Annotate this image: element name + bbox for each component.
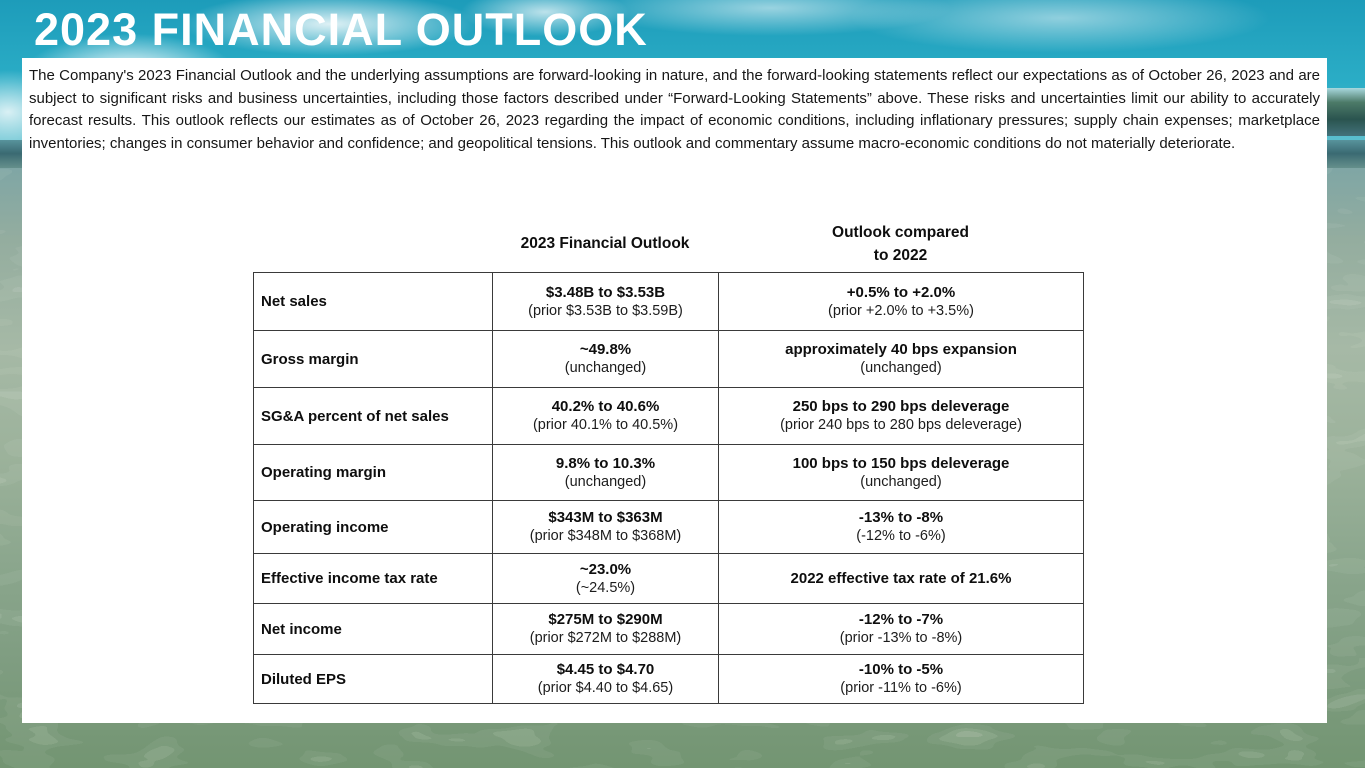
financial-outlook-table: Net sales $3.48B to $3.53B (prior $3.53B… [253, 272, 1084, 704]
outlook-cell: $275M to $290M (prior $272M to $288M) [492, 603, 719, 655]
outlook-value: $343M to $363M [548, 509, 663, 526]
outlook-note: (prior $272M to $288M) [529, 630, 682, 646]
outlook-note: (prior $348M to $368M) [529, 528, 682, 544]
table-row-operating-income: Operating income $343M to $363M (prior $… [253, 500, 1084, 554]
outlook-value: ~49.8% [579, 341, 632, 358]
metric-cell: SG&A percent of net sales [253, 387, 493, 445]
compare-value: 250 bps to 290 bps deleverage [792, 398, 1010, 415]
metric-cell: Net income [253, 603, 493, 655]
compare-cell: -10% to -5% (prior -11% to -6%) [718, 654, 1084, 704]
forward-looking-disclaimer: The Company's 2023 Financial Outlook and… [29, 67, 1320, 152]
compare-note: (unchanged) [860, 360, 942, 376]
compare-cell: -12% to -7% (prior -13% to -8%) [718, 603, 1084, 655]
table-row-effective-tax-rate: Effective income tax rate ~23.0% (~24.5%… [253, 553, 1084, 604]
outlook-value: 9.8% to 10.3% [555, 454, 656, 472]
outlook-cell: $4.45 to $4.70 (prior $4.40 to $4.65) [492, 654, 719, 704]
compare-value: -13% to -8% [858, 509, 944, 526]
compare-cell: approximately 40 bps expansion (unchange… [718, 330, 1084, 388]
compare-note: (-12% to -6%) [856, 528, 946, 544]
compare-note: (prior -13% to -8%) [839, 630, 963, 646]
table-row-net-sales: Net sales $3.48B to $3.53B (prior $3.53B… [253, 272, 1084, 331]
compare-cell: +0.5% to +2.0% (prior +2.0% to +3.5%) [718, 272, 1084, 331]
metric-cell: Gross margin [253, 330, 493, 388]
compare-value: 100 bps to 150 bps deleverage [792, 454, 1010, 472]
compare-note: (unchanged) [860, 473, 942, 490]
outlook-note: (unchanged) [564, 473, 647, 490]
outlook-value: $4.45 to $4.70 [556, 661, 655, 678]
compare-value: -12% to -7% [858, 611, 944, 628]
table-row-net-income: Net income $275M to $290M (prior $272M t… [253, 603, 1084, 655]
outlook-value: $275M to $290M [548, 611, 663, 628]
column-header-outlook-compared: Outlook compared to 2022 [718, 221, 1083, 267]
column-header-compare-line1: Outlook compared [832, 224, 969, 241]
outlook-cell: 40.2% to 40.6% (prior 40.1% to 40.5%) [492, 387, 719, 445]
table-row-gross-margin: Gross margin ~49.8% (unchanged) approxim… [253, 330, 1084, 388]
metric-cell: Operating income [253, 500, 493, 554]
compare-note: (prior +2.0% to +3.5%) [828, 302, 974, 319]
outlook-cell: $343M to $363M (prior $348M to $368M) [492, 500, 719, 554]
metric-cell: Operating margin [253, 444, 493, 501]
table-row-sga-percent: SG&A percent of net sales 40.2% to 40.6%… [253, 387, 1084, 445]
metric-cell: Diluted EPS [253, 654, 493, 704]
metric-cell: Effective income tax rate [253, 553, 493, 604]
column-header-compare-line2: to 2022 [873, 247, 928, 264]
compare-note: (prior -11% to -6%) [840, 680, 962, 696]
compare-value: approximately 40 bps expansion [785, 341, 1017, 358]
compare-cell: 2022 effective tax rate of 21.6% [718, 553, 1084, 604]
content-panel: The Company's 2023 Financial Outlook and… [22, 58, 1327, 723]
compare-value: +0.5% to +2.0% [846, 283, 956, 301]
metric-cell: Net sales [253, 272, 493, 331]
outlook-note: (~24.5%) [575, 579, 636, 596]
outlook-cell: ~49.8% (unchanged) [492, 330, 719, 388]
compare-cell: 250 bps to 290 bps deleverage (prior 240… [718, 387, 1084, 445]
outlook-cell: 9.8% to 10.3% (unchanged) [492, 444, 719, 501]
outlook-note: (prior $3.53B to $3.59B) [528, 302, 683, 319]
compare-note: (prior 240 bps to 280 bps deleverage) [780, 417, 1022, 433]
compare-value: 2022 effective tax rate of 21.6% [790, 570, 1012, 587]
column-header-2023-outlook: 2023 Financial Outlook [520, 235, 690, 252]
table-row-diluted-eps: Diluted EPS $4.45 to $4.70 (prior $4.40 … [253, 654, 1084, 704]
outlook-cell: $3.48B to $3.53B (prior $3.53B to $3.59B… [492, 272, 719, 331]
outlook-cell: ~23.0% (~24.5%) [492, 553, 719, 604]
page-title: 2023 FINANCIAL OUTLOOK [34, 4, 648, 55]
compare-value: -10% to -5% [858, 661, 944, 678]
outlook-note: (unchanged) [564, 360, 647, 376]
table-row-operating-margin: Operating margin 9.8% to 10.3% (unchange… [253, 444, 1084, 501]
outlook-value: ~23.0% [579, 560, 632, 578]
outlook-value: 40.2% to 40.6% [551, 398, 660, 415]
outlook-note: (prior $4.40 to $4.65) [537, 680, 674, 696]
outlook-value: $3.48B to $3.53B [545, 283, 666, 301]
compare-cell: -13% to -8% (-12% to -6%) [718, 500, 1084, 554]
outlook-note: (prior 40.1% to 40.5%) [532, 417, 679, 433]
compare-cell: 100 bps to 150 bps deleverage (unchanged… [718, 444, 1084, 501]
